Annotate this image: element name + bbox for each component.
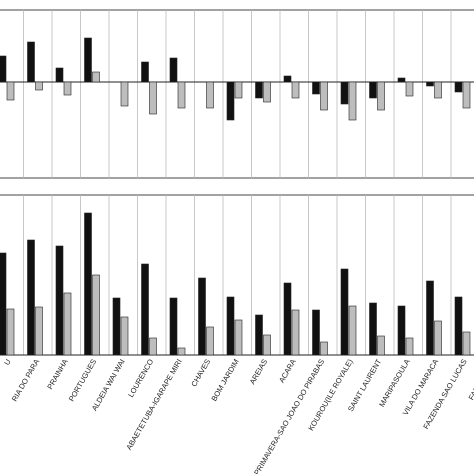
bar — [92, 274, 100, 356]
bar — [426, 81, 434, 87]
bar — [35, 306, 43, 356]
bar — [6, 308, 15, 356]
bar — [55, 245, 64, 356]
bar — [320, 341, 328, 356]
bar — [434, 81, 442, 99]
bar — [291, 309, 300, 356]
bar — [169, 57, 178, 83]
bar — [283, 75, 292, 83]
x-tick-label: PORTUGUES — [67, 358, 98, 404]
bar — [226, 81, 235, 121]
bar — [27, 239, 35, 356]
bar — [255, 314, 263, 356]
bar — [177, 81, 186, 109]
bar — [63, 81, 72, 96]
bar — [141, 263, 149, 356]
bar — [120, 316, 129, 356]
x-tick-label: U — [2, 358, 13, 367]
bar — [340, 268, 349, 356]
bar — [320, 81, 328, 111]
x-tick-label: PRAINHA — [45, 358, 69, 391]
bar — [426, 280, 434, 356]
bar — [234, 81, 243, 99]
bar — [377, 81, 385, 111]
bar — [283, 282, 292, 356]
bar — [369, 81, 377, 99]
bar — [263, 81, 271, 103]
bar — [312, 309, 320, 356]
bar — [149, 81, 157, 115]
x-tick-label: BOM JARDIM — [209, 358, 240, 403]
bar — [198, 277, 206, 356]
bar — [63, 292, 72, 356]
x-tick-label: ACARA — [277, 358, 298, 385]
bar — [405, 337, 414, 356]
bar — [434, 320, 442, 356]
bar — [234, 319, 243, 356]
bar — [462, 81, 471, 109]
bar — [454, 81, 463, 93]
bar — [348, 305, 357, 356]
bar — [84, 212, 92, 356]
bar — [169, 297, 178, 356]
bar — [206, 81, 214, 109]
bar — [369, 302, 377, 356]
bar — [312, 81, 320, 95]
bar — [397, 77, 406, 83]
bar — [340, 81, 349, 105]
bar — [462, 331, 471, 356]
bar — [206, 326, 214, 356]
bar — [454, 296, 463, 356]
x-tick-label: ABAETETUBA-IGARAPE MIRI — [124, 358, 183, 452]
bar — [27, 41, 35, 83]
bar — [92, 71, 100, 83]
bar — [120, 81, 129, 107]
bar — [35, 81, 43, 91]
bar — [177, 347, 186, 356]
x-tick-label: FAZENDA PA — [467, 358, 474, 402]
x-tick-label: CHAVES — [189, 358, 212, 389]
bar — [55, 67, 64, 83]
bar — [348, 81, 357, 121]
bar — [377, 335, 385, 356]
bar — [291, 81, 300, 99]
bar — [84, 37, 92, 83]
x-tick-label: LOURENCO — [126, 357, 155, 398]
bar — [397, 305, 406, 356]
bar — [405, 81, 414, 97]
bar — [263, 334, 271, 356]
bar — [6, 81, 15, 101]
x-tick-label: AREIAS — [248, 358, 270, 386]
bar — [141, 61, 149, 83]
bar — [255, 81, 263, 99]
bar — [0, 252, 7, 356]
bar — [112, 297, 121, 356]
bar — [226, 296, 235, 356]
x-tick-label: RIA DO PARA — [10, 358, 41, 404]
bar — [149, 337, 157, 356]
bar — [0, 55, 7, 83]
